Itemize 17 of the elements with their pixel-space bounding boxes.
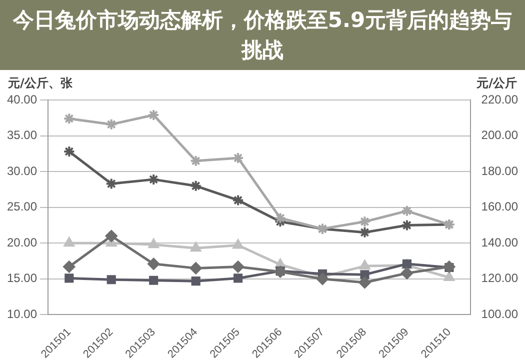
y2-tick-label: 180.00 <box>481 164 518 178</box>
y2-tick-label: 200.00 <box>481 128 518 142</box>
y-tick-label: 35.00 <box>7 128 38 142</box>
y-tick-label: 20.00 <box>7 235 38 250</box>
y-tick-label: 15.00 <box>7 271 38 286</box>
y2-tick-label: 220.00 <box>481 92 518 106</box>
chart-title: 今日兔价市场动态解析，价格跌至5.9元背后的趋势与挑战 <box>0 0 525 70</box>
y2-tick-label: 160.00 <box>481 200 518 214</box>
y-tick-label: 10.00 <box>7 307 38 322</box>
y-tick-label: 25.00 <box>7 200 38 214</box>
y2-tick-label: 120.00 <box>481 271 518 286</box>
y2-tick-label: 100.00 <box>481 307 518 322</box>
y2-axis-title: 元/公斤 <box>476 76 517 90</box>
y-axis-title: 元/公斤、张 <box>7 76 74 90</box>
y-tick-label: 30.00 <box>7 164 38 178</box>
y2-tick-label: 140.00 <box>481 235 518 250</box>
y-tick-label: 40.00 <box>7 92 38 106</box>
